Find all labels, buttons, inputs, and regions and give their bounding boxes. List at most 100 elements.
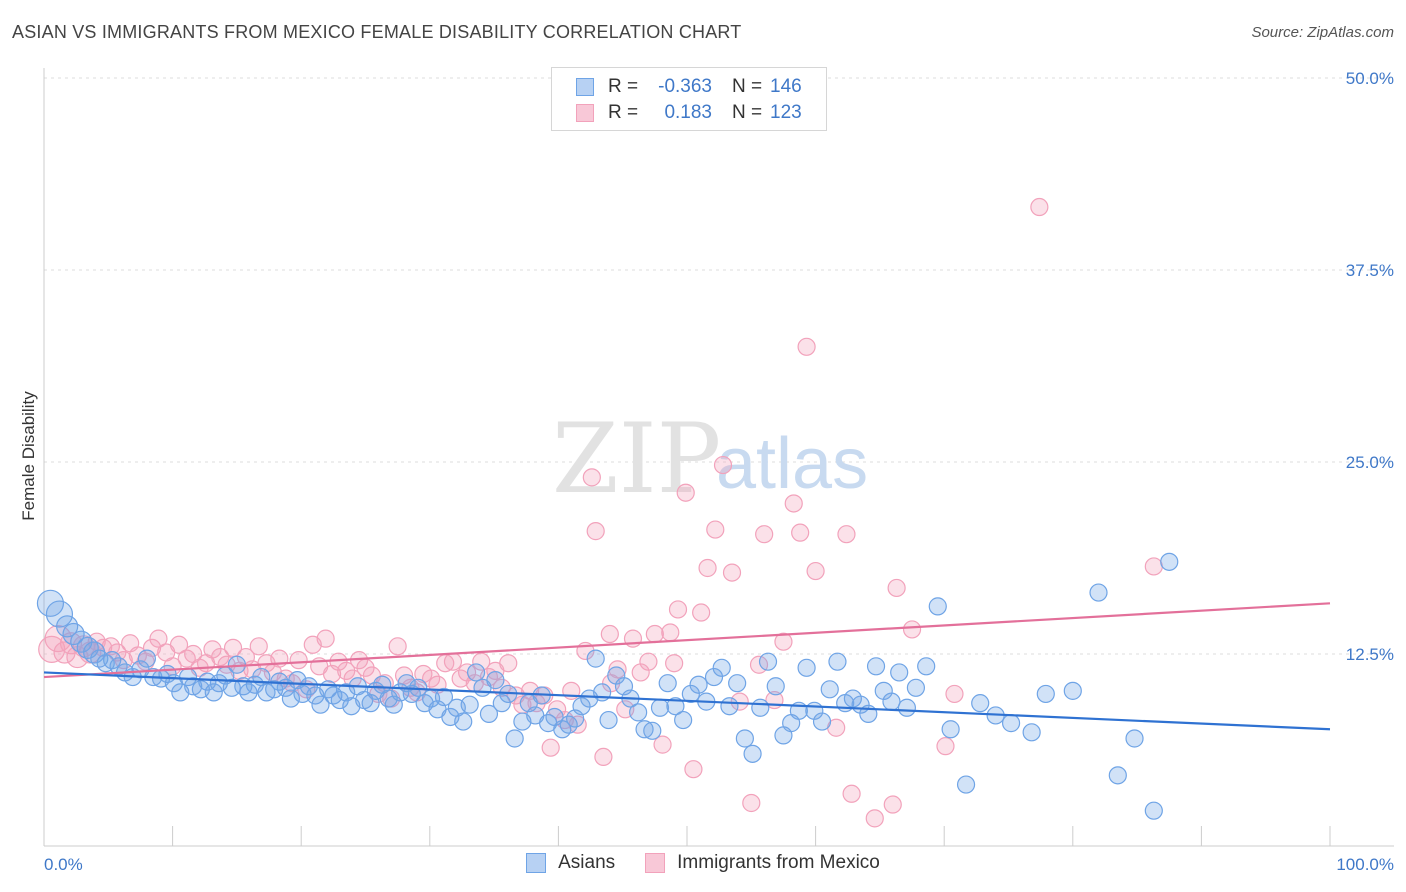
asian-point [766, 677, 785, 696]
mexico-point [837, 525, 856, 544]
legend-row-mexico: R = 0.183 N = 123 [576, 101, 802, 125]
legend-row-asians: R = -0.363 N = 146 [576, 75, 802, 99]
asian-point [882, 692, 901, 711]
asian-point [479, 704, 499, 724]
asian-point [454, 712, 473, 731]
asian-point [204, 683, 223, 702]
mexico-point [541, 738, 560, 757]
asian-point [866, 657, 886, 676]
asian-point [906, 678, 926, 697]
asian-point [1144, 801, 1163, 820]
mexico-point [203, 640, 222, 659]
mexico-point [645, 624, 664, 644]
mexico-point [883, 795, 902, 814]
legend-n-label: N = [732, 102, 763, 123]
asian-point [1001, 714, 1021, 733]
source-label: Source: ZipAtlas.com [1251, 24, 1394, 41]
y-tick-labels: 12.5% 25.0% 37.5% 50.0% [1346, 69, 1394, 664]
legend-n-value: 123 [770, 102, 802, 123]
x-tick-label-right: 100.0% [1336, 855, 1394, 874]
mexico-point [388, 637, 407, 656]
asian-point [666, 697, 685, 716]
mexico-point [755, 525, 774, 544]
mexico-point [582, 468, 601, 487]
asian-point [281, 689, 301, 708]
asian-point [704, 667, 724, 687]
asian-point [1036, 684, 1055, 704]
mexico-point [443, 652, 463, 671]
legend-r-value: -0.363 [658, 76, 712, 97]
mexico-point [668, 600, 688, 619]
legend-n-value: 146 [770, 76, 802, 97]
axes [43, 68, 1394, 847]
asian-point [735, 729, 754, 748]
mexico-point [661, 623, 680, 642]
asian-point [434, 687, 454, 707]
asian-point [36, 589, 65, 617]
mexico-point [249, 637, 268, 656]
mexico-point [1144, 557, 1163, 576]
mexico-point [1030, 197, 1049, 217]
mexico-point [742, 793, 761, 813]
asian-point [689, 675, 708, 694]
mexico-point [706, 520, 725, 539]
asian-point [1063, 681, 1082, 700]
asian-point [629, 703, 648, 722]
asian-point [751, 698, 770, 717]
y-tick-label: 12.5% [1346, 645, 1394, 664]
mexico-point [586, 522, 605, 541]
bottom-legend-swatch-asians [526, 853, 547, 873]
mexico-point [902, 620, 922, 639]
mexico-point [730, 692, 749, 711]
mexico-point [842, 784, 861, 803]
asian-point [486, 671, 505, 690]
watermark-zip-text: ZIP [552, 403, 721, 515]
mexico-point [784, 494, 803, 513]
asian-point [311, 695, 330, 714]
asian-point [812, 712, 832, 731]
asian-point [505, 729, 524, 748]
trend-line-mexico [43, 602, 1331, 679]
bottom-legend-asians: Asians [526, 852, 615, 874]
mexico-point [142, 638, 162, 657]
bottom-legend: Asians Immigrants from Mexico [0, 852, 1406, 874]
mexico-point [936, 737, 955, 756]
asian-point [674, 710, 693, 730]
legend-swatch-asians [576, 78, 594, 96]
mexico-point [608, 660, 627, 679]
mexico-point [791, 523, 810, 542]
mexico-point [713, 455, 733, 475]
mexico-point [223, 638, 243, 657]
legend-n-label: N = [732, 76, 763, 97]
y-tick-label: 50.0% [1346, 69, 1394, 88]
asian-point [712, 658, 731, 677]
mexico-point [865, 809, 884, 828]
trend-line-asians [43, 671, 1331, 731]
grid-lines [44, 77, 1394, 655]
chart-title: ASIAN VS IMMIGRANTS FROM MEXICO FEMALE D… [12, 22, 742, 42]
asian-point [917, 657, 936, 676]
y-axis-label: Female Disability [19, 391, 38, 521]
asian-point [928, 597, 947, 616]
asian-point [1108, 766, 1127, 785]
asian-point [299, 677, 319, 696]
x-tick-label-left: 0.0% [44, 855, 83, 874]
asian-point [828, 652, 847, 671]
legend-r-value: 0.183 [664, 102, 712, 123]
asian-point [137, 649, 156, 668]
mexico-point [472, 652, 491, 671]
mexico-point [600, 624, 619, 644]
mexico-point [499, 654, 518, 673]
mexico-point [639, 652, 658, 671]
mexico-point [149, 629, 168, 648]
asian-point [897, 698, 917, 717]
asian-point [956, 775, 976, 794]
asian-point [635, 720, 654, 739]
mexico-point [684, 760, 703, 779]
asian-point [971, 694, 990, 713]
asian-point [743, 744, 762, 763]
legend-r-label: R = [608, 76, 639, 97]
asian-point [599, 710, 618, 730]
asian-point [586, 649, 605, 668]
